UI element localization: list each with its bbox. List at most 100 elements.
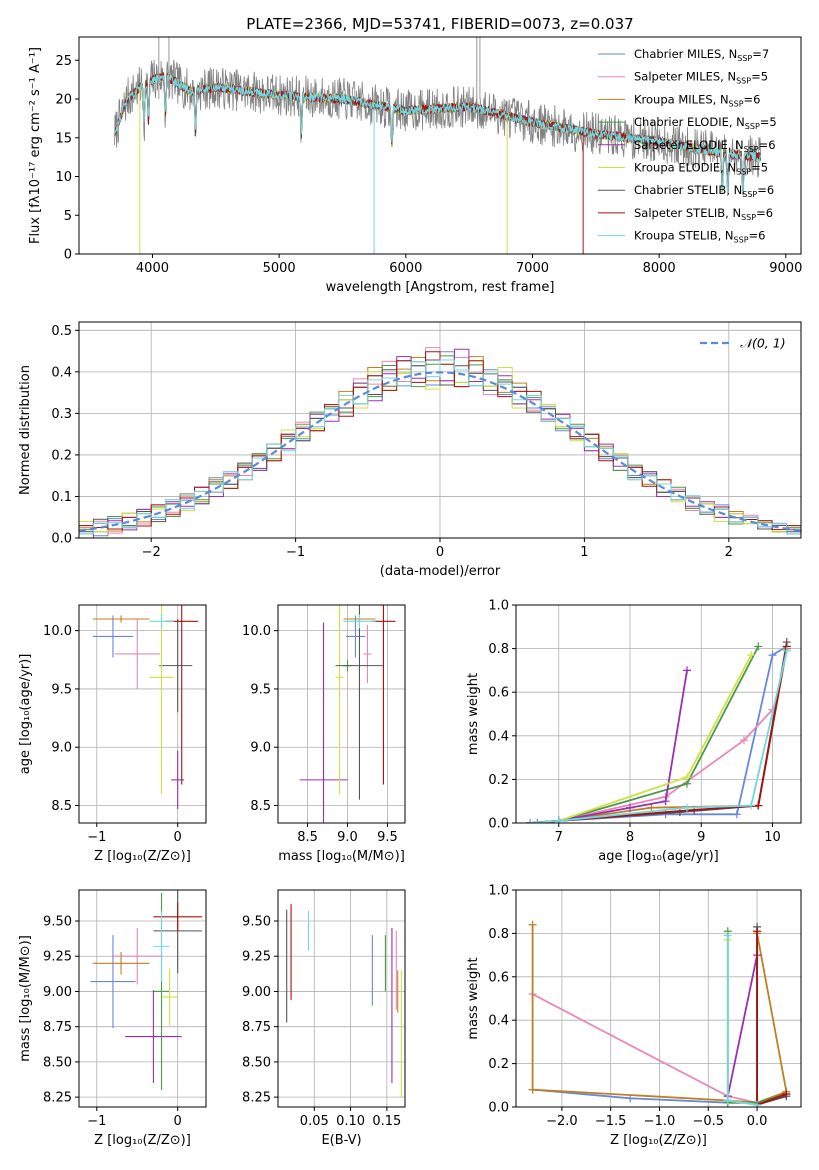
mass-weight-line xyxy=(530,650,788,823)
legend-label-tail: =5 xyxy=(760,115,777,129)
y-tick-label: 0.5 xyxy=(51,324,72,339)
mass_weight_vs_Z-plot-area xyxy=(528,920,791,1107)
legend-label: Kroupa STELIB, NSSP=6 xyxy=(634,229,765,245)
x-tick-label: 6000 xyxy=(389,261,422,276)
mass_weight_vs_age-xlabel: age [log₁₀(age/yr)] xyxy=(598,849,719,864)
mass_weight_vs_age-plot-area xyxy=(526,638,791,823)
x-tick-label: 9000 xyxy=(769,261,802,276)
x-tick-label: 7 xyxy=(555,830,563,845)
mass-weight-marker xyxy=(753,1100,762,1107)
y-tick-label: 9.5 xyxy=(51,682,72,697)
mass-weight-marker xyxy=(528,1085,537,1094)
residuals-plot-area xyxy=(79,347,801,538)
y-tick-label: 0.2 xyxy=(488,1057,509,1072)
y-tick-label: 0.8 xyxy=(488,642,509,657)
x-tick-label: −1.5 xyxy=(595,1114,627,1129)
mass-weight-marker xyxy=(747,801,756,810)
residuals-xlabel: (data-model)/error xyxy=(380,564,501,579)
spectrum-axes: 4000 5000 6000 7000 8000 9000 0 5 10 15 20 25 wavele… xyxy=(28,36,802,295)
legend-label: Salpeter MILES, NSSP=5 xyxy=(634,70,768,86)
x-tick-label: −1 xyxy=(87,830,106,845)
x-tick-label: 5000 xyxy=(263,261,296,276)
y-tick-label: 0.2 xyxy=(488,773,509,788)
legend-label-tail: =6 xyxy=(749,229,766,243)
legend-label-subscript: SSP xyxy=(729,99,744,108)
mass_weight_vs_age-axes: 7 8 9 10 0.0 0.2 0.4 0.6 0.8 1.0 age [log₁₀(age/yr… xyxy=(466,599,802,864)
y-tick-label: 8.75 xyxy=(43,1020,72,1035)
legend-label-subscript: SSP xyxy=(744,145,759,154)
model-spectrum-line xyxy=(114,73,761,194)
y-tick-label: 9.5 xyxy=(250,682,271,697)
x-tick-label: 0.15 xyxy=(372,1114,401,1129)
age_vs_Z-xlabel: Z [log₁₀(Z/Z⊙)] xyxy=(94,849,191,864)
plots: 4000 5000 6000 7000 8000 90000510152025wavele… xyxy=(18,36,802,1148)
figure-title: PLATE=2366, MJD=53741, FIBERID=0073, z=0… xyxy=(246,15,633,33)
age_vs_mass-plot-area xyxy=(299,605,396,823)
y-tick-label: 10 xyxy=(55,170,72,185)
mass-weight-marker xyxy=(661,797,670,806)
spectrum-frame xyxy=(78,36,802,255)
legend-label: Salpeter ELODIE, NSSP=6 xyxy=(634,138,776,154)
x-tick-label: 2 xyxy=(725,545,733,560)
y-tick-label: 0.3 xyxy=(51,407,72,422)
mass-weight-line xyxy=(530,645,760,823)
mass-weight-line xyxy=(530,670,688,823)
legend-label: Chabrier MILES, NSSP=7 xyxy=(634,47,769,63)
y-tick-label: 25 xyxy=(55,54,72,69)
y-tick-label: 10.0 xyxy=(242,624,271,639)
y-tick-label: 9.50 xyxy=(43,915,72,930)
mass-weight-marker xyxy=(528,920,537,929)
mass_weight_vs_Z-axes: −2.0 −1.5 −1.0 −0.5 0.0 0.0 0.2 0.4 0.6 0.8 1.0 Z [… xyxy=(466,884,802,1148)
x-tick-label: 1 xyxy=(580,545,588,560)
mass_vs_Z-plot-area xyxy=(90,890,202,1091)
legend-label-tail: =5 xyxy=(751,161,768,175)
y-tick-label: 0.4 xyxy=(488,1014,509,1029)
mass_weight_vs_Z-xlabel: Z [log₁₀(Z/Z⊙)] xyxy=(610,1133,707,1148)
mass_vs_EBV-xlabel: E(B-V) xyxy=(321,1133,361,1148)
mass_vs_EBV-axes: 0.05 0.10 0.15 8.25 8.50 8.75 9.00 9.25 9.50 E(B-… xyxy=(242,889,406,1148)
legend-label-subscript: SSP xyxy=(745,122,760,131)
y-tick-label: 9.25 xyxy=(242,950,271,965)
y-tick-label: 5 xyxy=(64,209,72,224)
y-tick-label: 0.6 xyxy=(488,686,509,701)
mass-weight-marker xyxy=(782,646,791,655)
mass-weight-marker xyxy=(747,651,756,660)
y-tick-label: 0.0 xyxy=(488,817,509,832)
legend-label-subscript: SSP xyxy=(742,190,757,199)
x-tick-label: 9.0 xyxy=(337,830,358,845)
x-tick-label: 7000 xyxy=(516,261,549,276)
x-tick-label: −1 xyxy=(286,545,305,560)
y-tick-label: 0.0 xyxy=(488,1101,509,1116)
y-tick-label: 9.00 xyxy=(43,985,72,1000)
x-tick-label: 0.05 xyxy=(300,1114,329,1129)
x-tick-label: −2 xyxy=(142,545,161,560)
age_vs_Z-frame xyxy=(78,604,207,824)
y-tick-label: 8.5 xyxy=(51,799,72,814)
mass_vs_Z-axes: −1 0 8.25 8.50 8.75 9.00 9.25 9.50 Z [log₁₀(Z/Z⊙… xyxy=(18,889,207,1148)
y-tick-label: 9.00 xyxy=(242,985,271,1000)
x-tick-label: 10 xyxy=(764,830,781,845)
y-tick-label: 8.5 xyxy=(250,799,271,814)
y-tick-label: 9.0 xyxy=(250,741,271,756)
legend-label: Kroupa MILES, NSSP=6 xyxy=(634,92,760,108)
x-tick-label: −2.0 xyxy=(546,1114,578,1129)
mass_vs_Z-ylabel: mass [log₁₀(M/M⊙)] xyxy=(18,935,33,1062)
spectrum-ylabel: Flux [fλ10⁻¹⁷ erg cm⁻² s⁻¹ A⁻¹] xyxy=(28,47,43,244)
x-tick-label: 0 xyxy=(174,830,182,845)
legend-label-tail: =5 xyxy=(751,70,768,84)
x-tick-label: −1.0 xyxy=(644,1114,676,1129)
age_vs_mass-xlabel: mass [log₁₀(M/M⊙)] xyxy=(278,849,405,864)
legend-label: Salpeter STELIB, NSSP=6 xyxy=(634,206,773,222)
mass-weight-line xyxy=(531,924,788,1104)
histogram-series xyxy=(79,359,801,535)
residuals-ylabel: Normed distribution xyxy=(18,365,33,495)
y-tick-label: 0.8 xyxy=(488,927,509,942)
x-tick-label: 0.10 xyxy=(336,1114,365,1129)
y-tick-label: 8.25 xyxy=(242,1091,271,1106)
x-tick-label: 0.0 xyxy=(747,1114,768,1129)
legend-label-subscript: SSP xyxy=(736,77,751,86)
x-tick-label: 0 xyxy=(436,545,444,560)
legend-label-subscript: SSP xyxy=(741,213,756,222)
mass-weight-marker xyxy=(753,927,762,936)
y-tick-label: 10.0 xyxy=(43,624,72,639)
